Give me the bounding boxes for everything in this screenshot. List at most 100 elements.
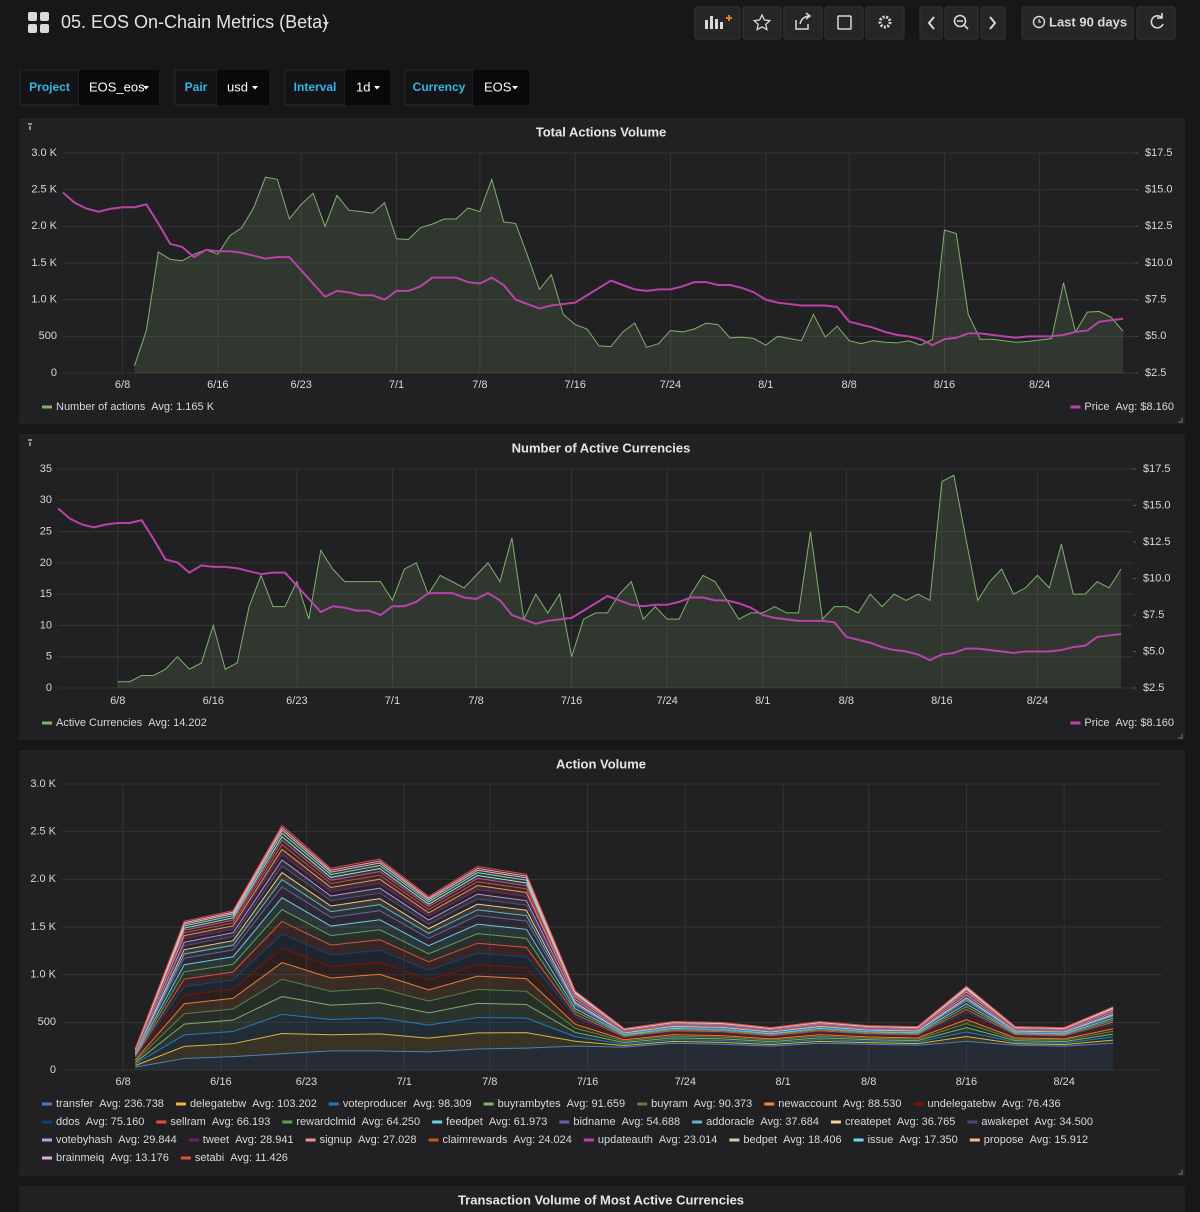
legend-swatch — [637, 1102, 648, 1106]
variables-bar: Project EOS_eos Pair usd Interval 1d Cur… — [19, 69, 529, 106]
share-button[interactable] — [783, 6, 823, 40]
x-tick-label: 6/16 — [207, 379, 228, 391]
y2-tick-label: $12.5 — [1145, 220, 1173, 232]
y2-tick-label: $2.5 — [1145, 367, 1166, 379]
legend-swatch — [42, 405, 52, 409]
y-tick-label: 15 — [40, 588, 52, 600]
legend-swatch — [156, 1120, 167, 1124]
variable-value[interactable]: EOS_eos — [89, 79, 145, 94]
x-tick-label: 7/16 — [564, 379, 585, 391]
legend-name: voteproducer — [343, 1098, 408, 1110]
series-line — [62, 191, 1124, 347]
legend-name: bedpet — [743, 1134, 777, 1146]
legend-name: transfer — [56, 1098, 94, 1110]
legend-swatch — [913, 1102, 924, 1106]
y2-tick-label: $17.5 — [1143, 463, 1171, 475]
legend-avg: Avg: 64.250 — [362, 1116, 421, 1128]
save-button[interactable] — [824, 6, 864, 40]
time-picker-button[interactable] — [1021, 6, 1134, 40]
legend-avg: Avg: 75.160 — [86, 1116, 145, 1128]
y-tick-label: 2.0 K — [30, 873, 56, 885]
header: 05. EOS On-Chain Metrics (Beta) Last 90 … — [28, 6, 1176, 40]
legend-name: issue — [868, 1134, 894, 1146]
time-range[interactable]: Last 90 days — [1049, 14, 1127, 29]
legend-name: brainmeiq — [56, 1152, 104, 1164]
legend-swatch — [328, 1102, 339, 1106]
x-tick-label: 7/16 — [561, 695, 582, 707]
y-tick-label: 25 — [40, 525, 52, 537]
legend-name: addoracle — [706, 1116, 754, 1128]
zoom-out-button[interactable] — [944, 6, 979, 40]
variable-value[interactable]: 1d — [356, 79, 370, 94]
variable-dropdown[interactable] — [217, 70, 269, 105]
legend-name: newaccount — [778, 1098, 837, 1110]
resize-handle — [1178, 418, 1183, 423]
forward-button[interactable] — [980, 6, 1006, 40]
dropdown-caret — [374, 86, 380, 90]
x-tick-label: 7/24 — [660, 379, 681, 391]
y-tick-label: 1.0 K — [31, 294, 57, 306]
add-icon — [726, 15, 732, 21]
legend-swatch — [175, 1102, 186, 1106]
refresh-icon — [1150, 13, 1164, 29]
area-fill — [135, 1014, 1114, 1066]
variable-value[interactable]: EOS — [484, 79, 512, 94]
series-line — [134, 947, 1114, 1059]
legend-name: feedpet — [446, 1116, 483, 1128]
back-icon — [927, 16, 935, 30]
series-line — [135, 995, 1114, 1063]
x-tick-label: 7/8 — [468, 695, 483, 707]
x-tick-label: 6/16 — [210, 1076, 231, 1088]
settings-button[interactable] — [865, 6, 905, 40]
legend-name: Active Currencies — [56, 717, 143, 729]
legend-swatch — [428, 1138, 439, 1142]
legend-avg: Avg: 61.973 — [489, 1116, 548, 1128]
variable-dropdown[interactable] — [473, 70, 529, 105]
series-line — [117, 474, 1122, 683]
variable-label-box — [404, 69, 474, 106]
x-tick-label: 8/1 — [775, 1076, 790, 1088]
area-fill — [135, 1041, 1114, 1070]
y2-tick-label: $17.5 — [1145, 147, 1173, 159]
legend-name: rewardclmid — [296, 1116, 355, 1128]
back-button[interactable] — [919, 6, 943, 40]
resize-handle — [1178, 734, 1183, 739]
dashboard-icon[interactable] — [28, 12, 49, 33]
x-tick-label: 7/1 — [389, 379, 404, 391]
x-tick-label: 7/1 — [397, 1076, 412, 1088]
forward-icon — [989, 16, 997, 30]
y-tick-label: 3.0 K — [31, 147, 57, 159]
variable-label: Pair — [185, 80, 208, 94]
panel — [19, 750, 1185, 1176]
legend-avg: Avg: 11.426 — [230, 1152, 288, 1164]
legend-swatch — [967, 1120, 978, 1124]
variable-dropdown[interactable] — [345, 70, 390, 105]
y-tick-label: 1.5 K — [30, 921, 56, 933]
refresh-button[interactable] — [1136, 6, 1176, 40]
legend-swatch — [42, 1120, 52, 1124]
legend-name: awakepet — [981, 1116, 1028, 1128]
panel-info-icon — [28, 123, 32, 130]
legend-swatch — [432, 1120, 443, 1124]
x-tick-label: 8/16 — [931, 695, 952, 707]
series-line — [134, 978, 1114, 1062]
x-tick-label: 8/1 — [758, 379, 773, 391]
legend-name: propose — [984, 1134, 1024, 1146]
clock-hands — [1038, 19, 1041, 23]
y-tick-label: 2.5 K — [30, 826, 56, 838]
y-tick-label: 0 — [46, 682, 52, 694]
legend-avg: Avg: 18.406 — [783, 1134, 842, 1146]
legend-avg: Avg: 236.738 — [99, 1098, 164, 1110]
x-tick-label: 8/24 — [1054, 1076, 1075, 1088]
variable-value[interactable]: usd — [227, 79, 248, 94]
title-caret[interactable] — [323, 22, 329, 26]
legend-name: undelegatebw — [928, 1098, 997, 1110]
series-line — [133, 176, 1124, 366]
star-button[interactable] — [742, 6, 782, 40]
legend-name: signup — [320, 1134, 352, 1146]
panel-title: Total Actions Volume — [536, 124, 667, 139]
dashboard-title[interactable]: 05. EOS On-Chain Metrics (Beta) — [61, 12, 328, 32]
y-tick-label: 0 — [51, 367, 57, 379]
series-line — [57, 507, 1122, 662]
y2-tick-label: $15.0 — [1143, 499, 1171, 511]
